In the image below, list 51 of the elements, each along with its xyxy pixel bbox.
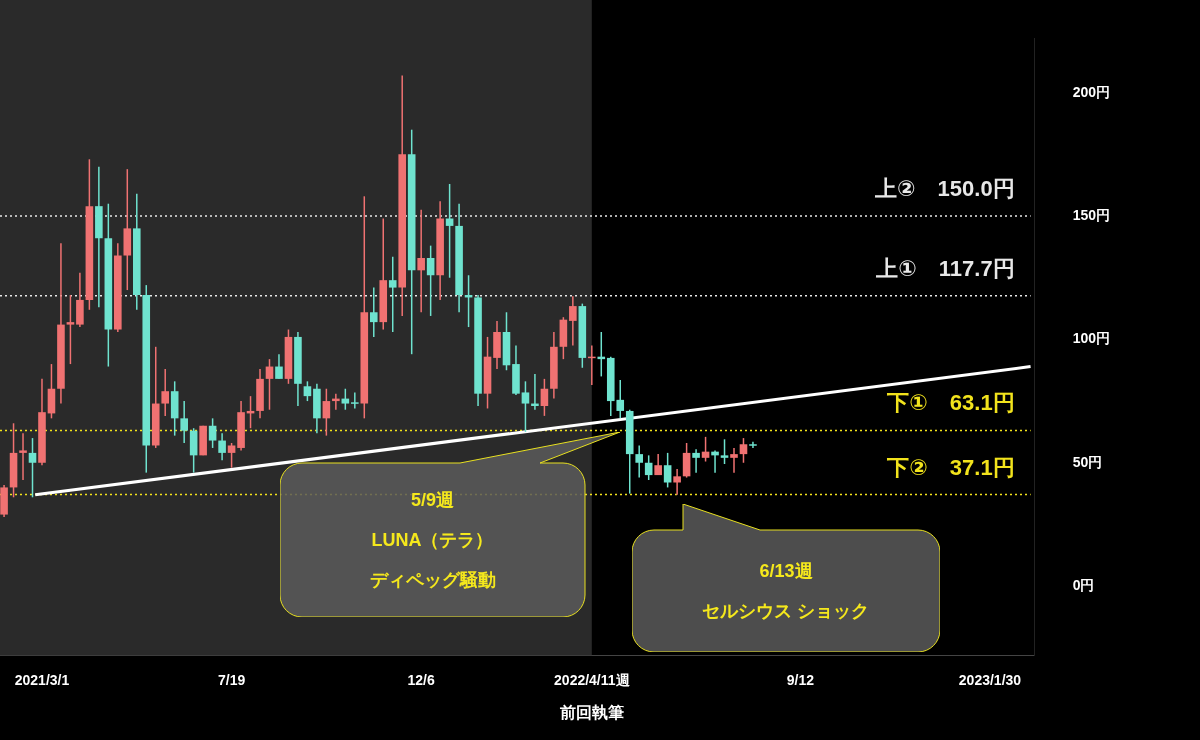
- candlestick: [66, 294, 75, 365]
- candlestick: [28, 437, 37, 499]
- x-tick-label: 2022/4/11週: [554, 672, 631, 689]
- speech-bubble: 5/9週 LUNA（テラ） ディペッグ騒動: [280, 432, 620, 617]
- annotation: LUNA（テラ）: [370, 529, 495, 552]
- candlestick: [303, 380, 312, 402]
- candlestick: [369, 286, 378, 338]
- x-tick-label: 2023/1/30: [958, 672, 1022, 689]
- candlestick: [635, 444, 643, 479]
- candlestick: [388, 256, 397, 333]
- candlestick: [227, 442, 236, 469]
- candlestick: [739, 437, 748, 464]
- y-tick-label: 150円: [1072, 206, 1110, 223]
- x-axis-title: 前回執筆: [558, 703, 624, 721]
- annotation: 5/9週: [410, 489, 455, 512]
- candlestick: [161, 368, 170, 417]
- candlestick: [275, 353, 283, 380]
- x-tick-label: 2021/3/1: [14, 672, 70, 689]
- candlestick: [426, 244, 435, 317]
- candlestick: [521, 380, 530, 433]
- candlestick: [673, 468, 681, 496]
- x-tick-label: 7/19: [217, 672, 246, 689]
- candlestick: [569, 295, 577, 347]
- y-tick-label: 100円: [1072, 330, 1110, 347]
- candlestick: [730, 447, 738, 474]
- candlestick: [341, 387, 350, 411]
- annotation: セルシウス ショック: [701, 600, 871, 623]
- candlestick: [351, 391, 359, 410]
- candlestick: [720, 438, 729, 465]
- y-tick-label: 0円: [1072, 576, 1095, 593]
- annotation: 6/13週: [758, 560, 814, 583]
- candlestick: [208, 417, 217, 449]
- candlestick: [682, 442, 691, 479]
- candlestick: [663, 452, 672, 489]
- ref-line-label: 下① 63.1円: [886, 390, 1015, 416]
- candlestick: [322, 387, 331, 437]
- ref-line-label: 上① 117.7円: [875, 255, 1015, 281]
- candlestick: [417, 209, 425, 314]
- x-tick-label: 9/12: [786, 672, 815, 689]
- candlestick: [218, 432, 226, 462]
- candlestick: [692, 448, 700, 474]
- y-tick-label: 50円: [1072, 453, 1103, 470]
- y-tick-label: 200円: [1072, 83, 1110, 100]
- ref-line-label: 下② 37.1円: [886, 454, 1015, 480]
- candlestick: [180, 400, 188, 444]
- x-tick-label: 12/6: [407, 672, 436, 689]
- candlestick: [19, 432, 27, 481]
- candlestick: [540, 378, 549, 417]
- speech-bubble: 6/13週 セルシウス ショック: [632, 504, 940, 652]
- ref-line-label: 上② 150.0円: [873, 176, 1015, 202]
- annotation: ディペッグ騒動: [368, 569, 497, 592]
